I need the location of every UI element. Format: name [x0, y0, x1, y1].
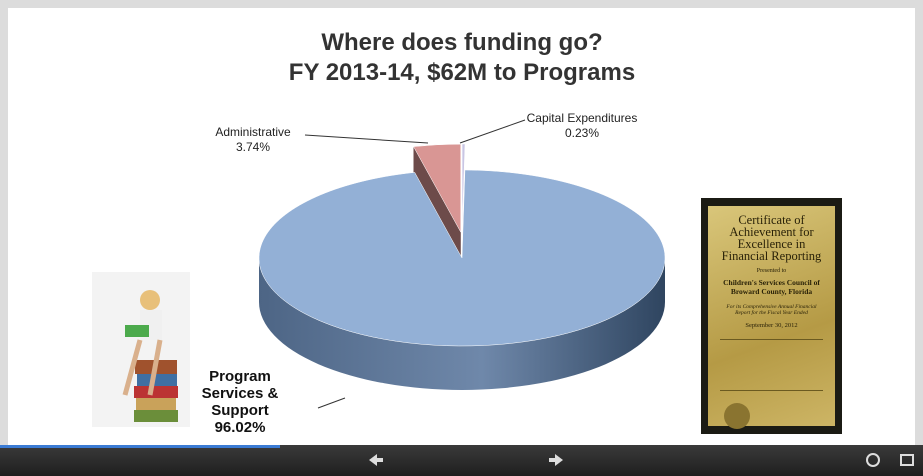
- chart: Where does funding go? FY 2013-14, $62M …: [92, 29, 666, 427]
- progress-bar: [0, 445, 280, 448]
- leader-line: [317, 397, 346, 409]
- slice-value-label: 0.23%: [565, 126, 599, 140]
- next-button[interactable]: [549, 454, 563, 466]
- program-label: Program Services & Support 96.02%: [185, 368, 295, 436]
- certificate-seal: [724, 403, 750, 429]
- slice-value-label: 3.74%: [236, 140, 270, 154]
- toolbar-icons: [369, 453, 914, 467]
- fullscreen-button[interactable]: [900, 454, 914, 466]
- slice: [258, 169, 666, 347]
- girl-photo: [92, 272, 190, 427]
- slice-label: Program Services & Support: [201, 368, 279, 419]
- slice-side: [259, 258, 665, 390]
- leader-line: [459, 119, 526, 144]
- certificate-heading: Certificate of Achievement for Excellenc…: [721, 213, 822, 263]
- certificate-text: Presented to: [756, 268, 787, 274]
- slice: [413, 143, 462, 233]
- slice: [461, 143, 466, 233]
- leader-line: [304, 134, 429, 144]
- player-toolbar: [0, 445, 923, 476]
- chart-subtitle: FY 2013-14, $62M to Programs: [289, 59, 635, 86]
- slice-label: Administrative: [215, 125, 291, 139]
- slice-value-label: 96.02%: [214, 419, 266, 436]
- speed-button[interactable]: [866, 453, 880, 467]
- prev-button[interactable]: [369, 454, 383, 466]
- certificate-text: For its Comprehensive Annual Financial R…: [726, 304, 817, 316]
- certificate-plate: Certificate of Achievement for Excellenc…: [708, 206, 835, 429]
- certificate-date: September 30, 2012: [745, 322, 798, 329]
- slice-label: Capital Expenditures: [527, 111, 638, 125]
- chart-title: Where does funding go?: [321, 29, 602, 56]
- certificate-fine-print: [720, 339, 823, 391]
- certificate-recipient: Children's Services Council of Broward C…: [723, 278, 820, 296]
- certificate: Certificate of Achievement for Excellenc…: [701, 198, 842, 434]
